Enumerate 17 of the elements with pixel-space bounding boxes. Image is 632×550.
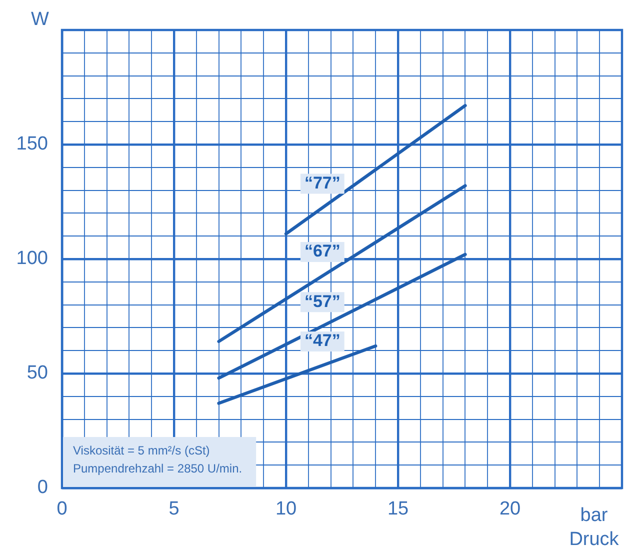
y-tick-label: 100 — [16, 248, 48, 270]
x-tick-label: 15 — [387, 498, 409, 520]
x-tick-label: 10 — [275, 498, 297, 520]
series-label: “77” — [304, 173, 340, 192]
series-label: “67” — [304, 242, 340, 261]
x-tick-label: 5 — [168, 498, 180, 520]
annotation: Viskosität = 5 mm²/s (cSt) — [73, 443, 210, 458]
y-tick-label: 50 — [26, 362, 48, 384]
series-label: “57” — [304, 292, 340, 311]
x-axis-title: bar Druck — [569, 505, 620, 550]
annotation: Pumpendrehzahl = 2850 U/min. — [73, 461, 242, 476]
y-tick-label: 150 — [16, 134, 48, 155]
x-tick-label: 20 — [499, 498, 521, 520]
y-tick-label: 0 — [37, 477, 48, 498]
y-axis-title: W — [31, 9, 50, 30]
series-label: “47” — [304, 331, 340, 350]
x-tick-label: 0 — [56, 498, 68, 520]
